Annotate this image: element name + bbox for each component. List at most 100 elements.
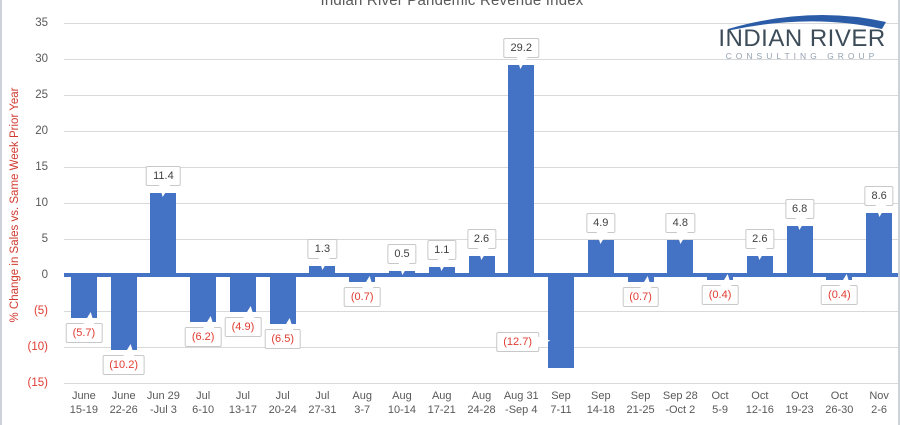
x-axis-label: Oct 5-9 [711,390,729,416]
y-tick-label: 35 [35,17,48,29]
x-axis-label: Sep 21-25 [626,390,655,416]
bar-data-label: 1.3 [307,238,338,270]
bar [548,275,575,369]
bar-data-label: 29.2 [503,37,539,69]
callout-tail-icon [397,262,410,276]
logo-arc-icon [728,14,886,30]
y-tick-label: (15) [27,377,48,389]
bar-data-label: 4.9 [586,212,616,244]
y-tick-label: 15 [35,161,48,173]
callout-tail-icon [158,183,171,197]
x-axis-label: Jul 27-31 [308,390,337,416]
gridline [64,203,898,204]
callout-tail-icon [361,276,374,290]
gridline [64,383,898,384]
gridline [64,311,898,312]
chart-title: Indian River Pandemic Revenue Index [320,0,584,9]
y-tick-label: 0 [41,269,48,281]
x-axis-label: Aug 31 -Sep 4 [503,390,539,416]
bar-data-label: (0.7) [622,276,659,308]
gridline [64,23,898,24]
callout-tail-icon [755,247,768,261]
x-axis-label: Oct 26-30 [825,390,854,416]
y-tick-label: 10 [35,197,48,209]
bar [70,275,97,319]
bar-data-label: 1.1 [427,240,457,272]
gridline [64,131,898,132]
bar [110,275,137,351]
callout-tail-icon [281,317,294,331]
bar-data-label: 2.6 [466,229,497,261]
bar-data-label: 2.6 [745,229,775,261]
callout-tail-icon [83,312,96,326]
y-tick-label: 20 [35,125,48,137]
x-axis-label: Oct 12-16 [745,390,774,416]
bar-data-label: (4.9) [224,306,262,338]
y-tick-label: 5 [41,233,48,245]
company-logo: INDIAN RIVER CONSULTING GROUP [716,2,888,64]
bar-data-label: (6.2) [184,315,222,347]
callout-tail-icon [537,336,551,348]
bar [587,239,614,277]
x-axis-label: Jun 29 -Jul 3 [146,390,180,416]
x-axis-label: June 15-19 [69,390,98,416]
x-axis-label: Sep 28 -Oct 2 [662,390,698,416]
bar-data-label: (5.7) [65,312,103,344]
y-tick-label: 30 [35,53,48,65]
bar [150,192,177,277]
gridline [64,167,898,168]
bar-data-label: 6.8 [784,199,815,231]
x-axis-label: Jul 20-24 [268,390,297,416]
logo-tagline: CONSULTING GROUP [725,51,879,61]
bar [428,267,455,277]
callout-tail-icon [437,258,450,272]
bar [746,256,773,277]
bar [309,265,336,277]
callout-tail-icon [596,230,609,244]
bar [667,240,694,277]
x-axis-label: Nov 2-6 [869,390,889,416]
bar-data-label: 0.5 [387,244,417,276]
bar [508,64,535,277]
bar-data-label: 8.6 [864,186,894,218]
callout-tail-icon [242,306,255,320]
y-tick-label: 25 [35,89,48,101]
x-axis-label: Sep 14-18 [586,390,615,416]
callout-tail-icon [202,315,215,329]
callout-tail-icon [676,231,689,245]
callout-tail-icon [318,256,331,270]
bar-data-label: (12.7) [496,332,551,352]
callout-tail-icon [122,344,135,358]
callout-tail-icon [838,273,851,287]
bar-data-label: 4.8 [665,213,695,245]
bar [866,213,893,277]
callout-tail-icon [477,247,490,261]
callout-tail-icon [719,273,732,287]
bar-data-label: 11.4 [146,165,181,197]
callout-tail-icon [875,204,888,218]
y-tick-label: (10) [27,341,48,353]
bar [786,226,813,277]
x-axis-label: Jul 6-10 [192,390,215,416]
bar [229,275,256,313]
x-axis-label: Aug 3-7 [352,390,372,416]
x-axis-label: June 22-26 [109,390,138,416]
bar-data-label: (6.5) [264,317,301,349]
callout-tail-icon [795,217,808,231]
bar-data-label: (0.4) [821,273,858,305]
x-axis-label: Aug 17-21 [427,390,456,416]
gridline [64,59,898,60]
callout-tail-icon [639,276,652,290]
gridline [64,95,898,96]
callout-tail-icon [516,55,529,69]
bar [468,256,495,277]
gridline [64,347,898,348]
x-axis-label: Aug 10-14 [387,390,417,416]
bar-data-label: (10.2) [102,344,146,376]
y-tick-label: (5) [33,305,48,317]
bar [269,275,296,324]
logo-name: INDIAN RIVER [718,25,886,52]
bar-data-label: (0.7) [343,276,381,308]
zero-axis-line [64,273,898,277]
